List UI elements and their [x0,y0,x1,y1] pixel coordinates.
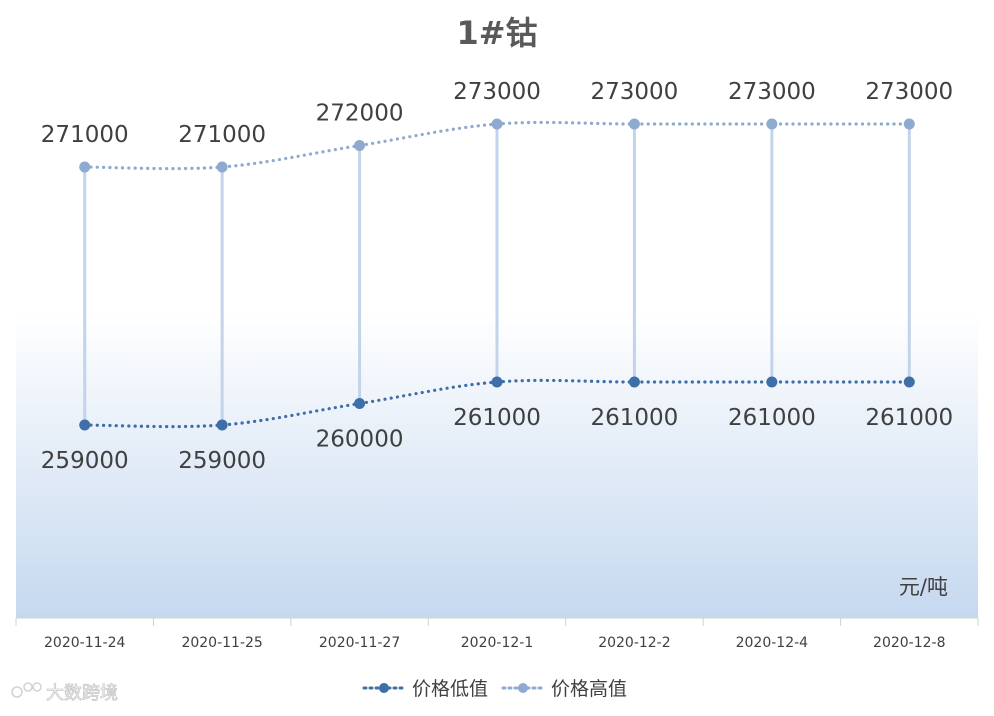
marker-high [628,118,640,130]
x-axis-label: 2020-12-1 [461,635,533,651]
data-label-low: 261000 [453,405,541,431]
chart-title: 1#钴 [456,14,537,52]
marker-low [354,398,366,409]
data-label-low: 261000 [728,405,816,431]
markers [79,118,915,431]
data-label-high: 273000 [453,79,541,105]
legend: 价格低值 价格高值 [362,678,627,700]
x-axis-label: 2020-12-4 [736,635,809,651]
x-axis-ticks [15,618,979,626]
marker-low [216,419,228,431]
unit-label: 元/吨 [899,575,948,599]
data-label-high: 273000 [728,79,816,105]
x-axis-label: 2020-12-8 [873,635,945,651]
legend-item-low: 价格低值 [362,678,488,700]
x-axis-label: 2020-11-25 [181,635,262,651]
high-low-lines [81,124,913,425]
watermark-text: 大数跨境 [46,683,118,704]
marker-high [766,118,778,130]
data-label-low: 259000 [41,448,129,474]
x-axis-label: 2020-11-24 [44,635,125,651]
marker-low [628,376,640,388]
data-label-high: 271000 [41,122,129,148]
marker-high [216,161,228,173]
marker-low [491,376,503,388]
data-label-high: 273000 [591,79,679,105]
watermark-logo-icon [11,682,42,698]
marker-high [354,140,366,151]
watermark: 大数跨境 [11,682,118,704]
marker-high [491,118,503,130]
marker-high [903,118,915,130]
legend-label-high: 价格高值 [551,678,627,700]
x-axis-label: 2020-12-2 [598,635,670,651]
marker-low [766,376,778,388]
x-axis-label: 2020-11-27 [319,635,400,651]
marker-low [79,419,91,431]
data-label-low: 261000 [865,405,953,431]
data-label-high: 273000 [865,79,953,105]
x-axis-labels: 2020-11-24 2020-11-25 2020-11-27 2020-12-1 2… [44,635,945,651]
data-label-low: 259000 [178,448,266,474]
legend-label-low: 价格低值 [412,678,488,700]
data-label-high: 272000 [316,101,404,127]
data-label-low: 261000 [591,405,679,431]
legend-item-high: 价格高值 [501,678,627,700]
marker-low [903,376,915,388]
data-label-low: 260000 [316,427,404,453]
data-labels: 271000 271000 272000 273000 273000 273000 2730… [41,79,953,474]
marker-high [79,161,91,173]
data-label-high: 271000 [178,122,266,148]
